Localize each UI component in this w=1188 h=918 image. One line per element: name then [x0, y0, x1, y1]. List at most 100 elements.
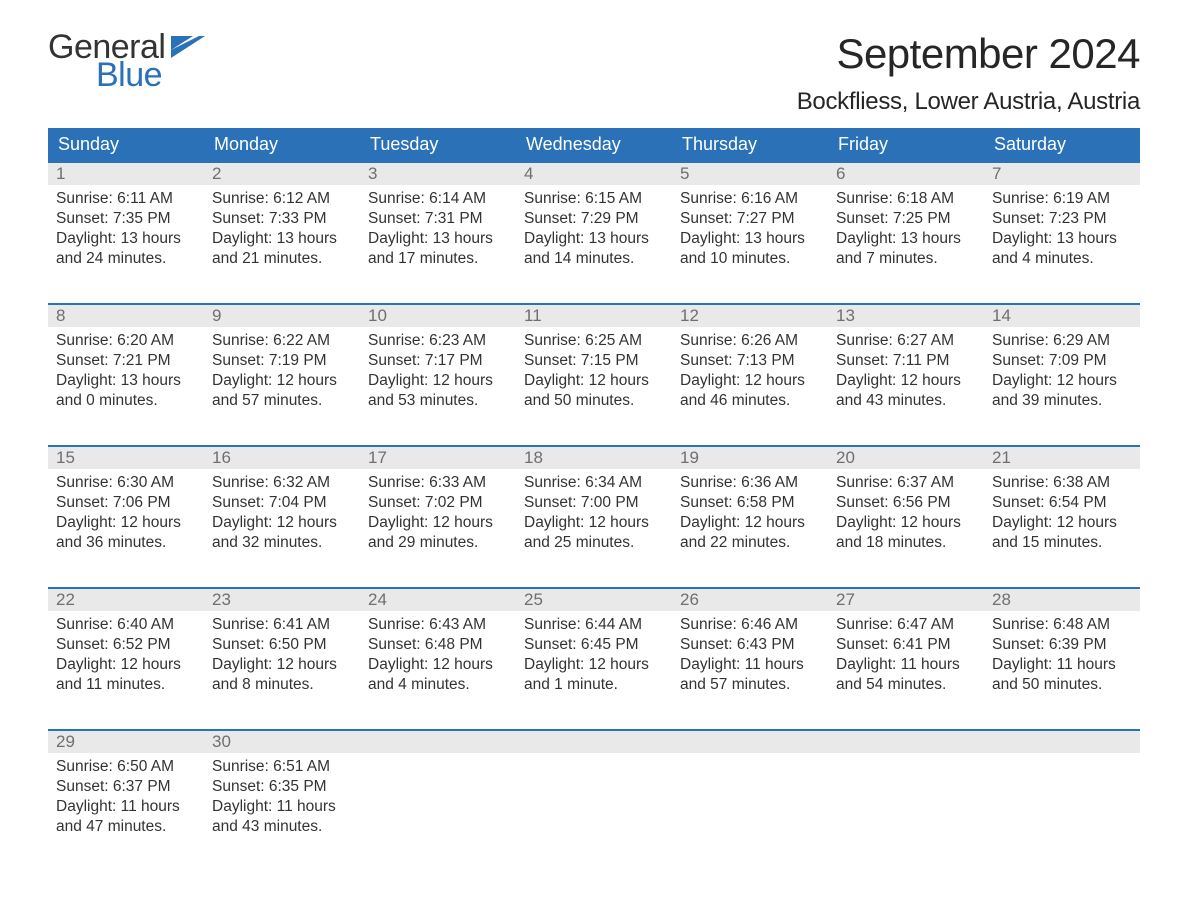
sunset-text: Sunset: 7:21 PM [56, 351, 196, 371]
calendar-day: 19Sunrise: 6:36 AMSunset: 6:58 PMDayligh… [672, 447, 828, 565]
day-body: Sunrise: 6:20 AMSunset: 7:21 PMDaylight:… [48, 327, 204, 414]
calendar-day: 20Sunrise: 6:37 AMSunset: 6:56 PMDayligh… [828, 447, 984, 565]
daylight-text-1: Daylight: 12 hours [56, 655, 196, 675]
day-number-row: 8 [48, 305, 204, 327]
sunrise-text: Sunrise: 6:20 AM [56, 331, 196, 351]
sunrise-text: Sunrise: 6:11 AM [56, 189, 196, 209]
day-body: Sunrise: 6:18 AMSunset: 7:25 PMDaylight:… [828, 185, 984, 272]
daylight-text-1: Daylight: 12 hours [524, 655, 664, 675]
day-number-row: 30 [204, 731, 360, 753]
sunrise-text: Sunrise: 6:32 AM [212, 473, 352, 493]
day-number-row: 9 [204, 305, 360, 327]
daylight-text-1: Daylight: 13 hours [368, 229, 508, 249]
daylight-text-1: Daylight: 11 hours [680, 655, 820, 675]
sunrise-text: Sunrise: 6:22 AM [212, 331, 352, 351]
calendar-day: 13Sunrise: 6:27 AMSunset: 7:11 PMDayligh… [828, 305, 984, 423]
daylight-text-2: and 25 minutes. [524, 533, 664, 553]
daylight-text-1: Daylight: 12 hours [680, 513, 820, 533]
logo-flag-icon [171, 36, 205, 62]
day-number-row: 2 [204, 163, 360, 185]
day-body: Sunrise: 6:38 AMSunset: 6:54 PMDaylight:… [984, 469, 1140, 556]
day-body: Sunrise: 6:23 AMSunset: 7:17 PMDaylight:… [360, 327, 516, 414]
day-number-row: 20 [828, 447, 984, 469]
day-number: 23 [204, 589, 360, 611]
sunrise-text: Sunrise: 6:37 AM [836, 473, 976, 493]
sunrise-text: Sunrise: 6:48 AM [992, 615, 1132, 635]
day-body: Sunrise: 6:26 AMSunset: 7:13 PMDaylight:… [672, 327, 828, 414]
sunset-text: Sunset: 7:31 PM [368, 209, 508, 229]
daylight-text-2: and 32 minutes. [212, 533, 352, 553]
sunrise-text: Sunrise: 6:25 AM [524, 331, 664, 351]
day-body: Sunrise: 6:15 AMSunset: 7:29 PMDaylight:… [516, 185, 672, 272]
day-body: Sunrise: 6:47 AMSunset: 6:41 PMDaylight:… [828, 611, 984, 698]
day-body: Sunrise: 6:27 AMSunset: 7:11 PMDaylight:… [828, 327, 984, 414]
day-body: Sunrise: 6:48 AMSunset: 6:39 PMDaylight:… [984, 611, 1140, 698]
sunset-text: Sunset: 7:13 PM [680, 351, 820, 371]
sunset-text: Sunset: 6:52 PM [56, 635, 196, 655]
sunset-text: Sunset: 7:04 PM [212, 493, 352, 513]
daylight-text-1: Daylight: 11 hours [56, 797, 196, 817]
daylight-text-2: and 47 minutes. [56, 817, 196, 837]
daylight-text-2: and 0 minutes. [56, 391, 196, 411]
calendar-day: 4Sunrise: 6:15 AMSunset: 7:29 PMDaylight… [516, 163, 672, 281]
daylight-text-2: and 46 minutes. [680, 391, 820, 411]
sunrise-text: Sunrise: 6:30 AM [56, 473, 196, 493]
day-number [360, 731, 516, 753]
calendar-day: 11 Sunrise: 6:25 AMSunset: 7:15 PMDayligh… [516, 305, 672, 423]
day-body: Sunrise: 6:14 AMSunset: 7:31 PMDaylight:… [360, 185, 516, 272]
daylight-text-1: Daylight: 13 hours [56, 229, 196, 249]
daylight-text-1: Daylight: 12 hours [524, 371, 664, 391]
calendar-day: 17Sunrise: 6:33 AMSunset: 7:02 PMDayligh… [360, 447, 516, 565]
calendar: SundayMondayTuesdayWednesdayThursdayFrid… [48, 128, 1140, 849]
calendar-day: 6Sunrise: 6:18 AMSunset: 7:25 PMDaylight… [828, 163, 984, 281]
sunrise-text: Sunrise: 6:50 AM [56, 757, 196, 777]
sunset-text: Sunset: 6:39 PM [992, 635, 1132, 655]
calendar-day: 14Sunrise: 6:29 AMSunset: 7:09 PMDayligh… [984, 305, 1140, 423]
day-number-row: 23 [204, 589, 360, 611]
daylight-text-2: and 29 minutes. [368, 533, 508, 553]
day-number: 25 [516, 589, 672, 611]
daylight-text-2: and 39 minutes. [992, 391, 1132, 411]
location: Bockfliess, Lower Austria, Austria [797, 88, 1140, 116]
calendar-day: 10Sunrise: 6:23 AMSunset: 7:17 PMDayligh… [360, 305, 516, 423]
day-number-row: 18 [516, 447, 672, 469]
calendar-week: 8Sunrise: 6:20 AMSunset: 7:21 PMDaylight… [48, 303, 1140, 423]
calendar-week: 22Sunrise: 6:40 AMSunset: 6:52 PMDayligh… [48, 587, 1140, 707]
sunrise-text: Sunrise: 6:26 AM [680, 331, 820, 351]
day-number: 18 [516, 447, 672, 469]
daylight-text-1: Daylight: 12 hours [212, 371, 352, 391]
day-number: 11 [516, 305, 672, 327]
sunset-text: Sunset: 7:15 PM [524, 351, 664, 371]
logo: General Blue [48, 30, 205, 92]
calendar-day-empty [984, 731, 1140, 849]
sunset-text: Sunset: 6:48 PM [368, 635, 508, 655]
day-number: 28 [984, 589, 1140, 611]
daylight-text-2: and 21 minutes. [212, 249, 352, 269]
sunset-text: Sunset: 7:27 PM [680, 209, 820, 229]
day-number-row: 4 [516, 163, 672, 185]
daylight-text-1: Daylight: 12 hours [56, 513, 196, 533]
calendar-day-empty [360, 731, 516, 849]
sunrise-text: Sunrise: 6:46 AM [680, 615, 820, 635]
sunrise-text: Sunrise: 6:14 AM [368, 189, 508, 209]
sunrise-text: Sunrise: 6:19 AM [992, 189, 1132, 209]
daylight-text-1: Daylight: 12 hours [992, 513, 1132, 533]
day-number-row: 5 [672, 163, 828, 185]
day-number: 29 [48, 731, 204, 753]
day-number: 30 [204, 731, 360, 753]
day-number-row: 21 [984, 447, 1140, 469]
day-number-row [984, 731, 1140, 753]
daylight-text-1: Daylight: 12 hours [680, 371, 820, 391]
sunrise-text: Sunrise: 6:29 AM [992, 331, 1132, 351]
daylight-text-1: Daylight: 12 hours [836, 513, 976, 533]
sunrise-text: Sunrise: 6:33 AM [368, 473, 508, 493]
day-body: Sunrise: 6:51 AMSunset: 6:35 PMDaylight:… [204, 753, 360, 840]
daylight-text-1: Daylight: 12 hours [212, 655, 352, 675]
day-number-row: 29 [48, 731, 204, 753]
calendar-day: 15Sunrise: 6:30 AMSunset: 7:06 PMDayligh… [48, 447, 204, 565]
day-number-row: 19 [672, 447, 828, 469]
day-number-row: 26 [672, 589, 828, 611]
day-body: Sunrise: 6:36 AMSunset: 6:58 PMDaylight:… [672, 469, 828, 556]
daylight-text-1: Daylight: 11 hours [212, 797, 352, 817]
sunrise-text: Sunrise: 6:36 AM [680, 473, 820, 493]
